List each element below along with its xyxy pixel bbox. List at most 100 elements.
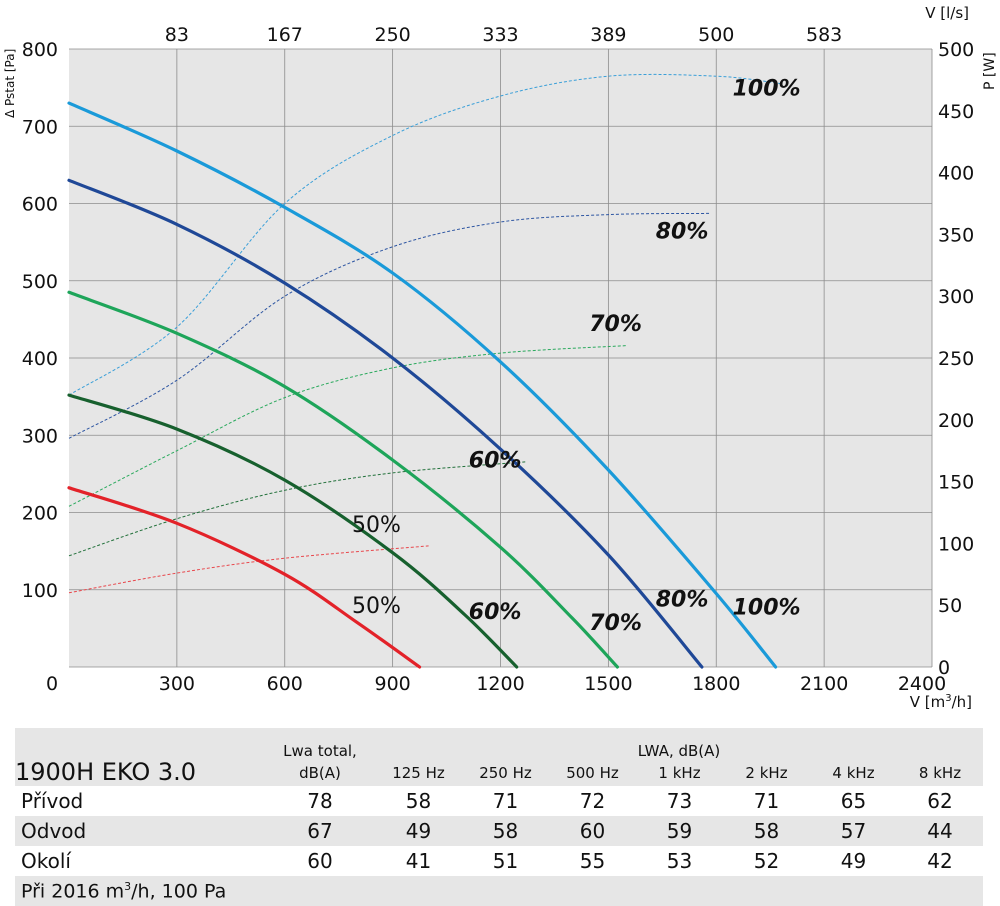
pressure-curve-label: 80% bbox=[656, 588, 709, 613]
row-name: Okolí bbox=[21, 849, 71, 873]
x-axis-title-main: V [m bbox=[910, 693, 946, 711]
pressure-curve-label: 50% bbox=[352, 594, 401, 619]
x2-tick-label: 167 bbox=[267, 24, 303, 46]
lwa-total-header-line1: Lwa total, bbox=[265, 728, 375, 760]
y-tick-label: 500 bbox=[22, 271, 58, 293]
pressure-curve-70pct bbox=[67, 290, 619, 669]
pressure-curve-label: 100% bbox=[733, 595, 801, 620]
x-tick-label: 1200 bbox=[476, 673, 524, 695]
y2-tick-label: 250 bbox=[938, 348, 974, 370]
lwa-total-header-line2: dB(A) bbox=[265, 760, 375, 786]
x2-axis-title: V [l/s] bbox=[925, 4, 969, 22]
pressure-curve-label: 60% bbox=[469, 600, 522, 625]
row-value: 49 bbox=[375, 816, 462, 846]
power-curve-80pct bbox=[68, 212, 710, 439]
row-value: 72 bbox=[579, 789, 606, 813]
x2-tick-label: 500 bbox=[698, 24, 734, 46]
pressure-curve-100pct bbox=[67, 101, 778, 669]
x-tick-label: 300 bbox=[159, 673, 195, 695]
y-tick-label: 200 bbox=[22, 503, 58, 525]
pressure-curves bbox=[67, 101, 778, 669]
row-value: 71 bbox=[753, 789, 780, 813]
fan-performance-chart: 0 300 600 900 1200 1500 1800 2100 2400 100 200 300 4… bbox=[3, 4, 998, 711]
x-tick-label: 900 bbox=[374, 673, 410, 695]
row-value: 62 bbox=[927, 789, 953, 813]
y2-axis-title: P [W] bbox=[982, 52, 998, 90]
y2-tick-label: 150 bbox=[938, 472, 974, 494]
y2-tick-label: 300 bbox=[938, 286, 974, 308]
x-axis-title: V [m3/h] bbox=[910, 693, 972, 711]
power-curve-70pct bbox=[68, 345, 627, 507]
pressure-curve-80pct bbox=[67, 178, 704, 669]
x-tick-label: 2100 bbox=[800, 673, 848, 695]
row-total: 67 bbox=[265, 816, 375, 846]
x-axis-title-end: /h] bbox=[952, 693, 972, 711]
row-value: 58 bbox=[723, 816, 810, 846]
axis-labels: 0 300 600 900 1200 1500 1800 2100 2400 100 200 300 4… bbox=[22, 24, 975, 695]
row-value: 65 bbox=[840, 789, 867, 813]
row-value: 58 bbox=[405, 789, 432, 813]
y2-tick-label: 50 bbox=[938, 595, 962, 617]
row-value: 59 bbox=[636, 816, 723, 846]
y-tick-label: 300 bbox=[22, 425, 58, 447]
x-tick-label: 1500 bbox=[584, 673, 632, 695]
x-tick-label: 1800 bbox=[692, 673, 740, 695]
x-axis-title-sup: 3 bbox=[945, 693, 951, 704]
row-value: 55 bbox=[579, 849, 606, 873]
power-curve-label: 60% bbox=[469, 449, 522, 474]
row-value: 52 bbox=[753, 849, 780, 873]
row-value: 44 bbox=[897, 816, 983, 846]
power-curve-label: 100% bbox=[733, 76, 801, 101]
row-value: 53 bbox=[666, 849, 693, 873]
note-prefix: Při 2016 m bbox=[21, 880, 125, 903]
table-note: Při 2016 m3/h, 100 Pa bbox=[15, 876, 983, 906]
lwa-header: LWA, dB(A) bbox=[375, 728, 983, 760]
row-total: 60 bbox=[307, 849, 333, 873]
power-curve-label: 70% bbox=[589, 312, 642, 337]
row-name: Odvod bbox=[15, 816, 265, 846]
table-row: Okolí 60 41 51 55 53 52 49 42 bbox=[15, 846, 983, 876]
row-value: 41 bbox=[405, 849, 432, 873]
y2-tick-label: 450 bbox=[938, 101, 974, 123]
band-header: 4 kHz bbox=[810, 760, 897, 786]
pressure-curve-label: 70% bbox=[589, 611, 642, 636]
row-value: 60 bbox=[549, 816, 636, 846]
band-header: 8 kHz bbox=[897, 760, 983, 786]
x2-tick-label: 83 bbox=[165, 24, 189, 46]
model-name: 1900H EKO 3.0 bbox=[15, 728, 265, 786]
row-name: Přívod bbox=[21, 789, 84, 813]
y-tick-label: 600 bbox=[22, 194, 58, 216]
band-header: 2 kHz bbox=[723, 760, 810, 786]
y2-tick-label: 100 bbox=[938, 533, 974, 555]
sound-power-table: 1900H EKO 3.0 Lwa total, LWA, dB(A) dB(A… bbox=[15, 728, 983, 906]
x2-tick-label: 389 bbox=[590, 24, 626, 46]
power-curve-50pct bbox=[68, 545, 429, 594]
note-suffix: /h, 100 Pa bbox=[131, 880, 227, 903]
row-value: 73 bbox=[666, 789, 693, 813]
x-tick-label: 2400 bbox=[898, 673, 946, 695]
power-curve-60pct bbox=[68, 461, 526, 557]
power-curve-label: 50% bbox=[352, 513, 401, 538]
y-axis-title: Δ Pstat [Pa] bbox=[3, 49, 17, 118]
y2-tick-label: 0 bbox=[938, 657, 950, 679]
band-header: 1 kHz bbox=[636, 760, 723, 786]
row-value: 71 bbox=[492, 789, 519, 813]
y-tick-label: 800 bbox=[22, 39, 58, 61]
power-curve-label: 80% bbox=[656, 219, 709, 244]
x-tick-label: 600 bbox=[267, 673, 303, 695]
y2-tick-label: 400 bbox=[938, 163, 974, 185]
pressure-curve-60pct bbox=[67, 393, 519, 669]
row-value: 58 bbox=[462, 816, 549, 846]
row-value: 51 bbox=[492, 849, 519, 873]
row-value: 57 bbox=[810, 816, 897, 846]
grid bbox=[69, 48, 933, 668]
x2-tick-label: 250 bbox=[374, 24, 410, 46]
x2-tick-label: 583 bbox=[806, 24, 842, 46]
row-value: 49 bbox=[840, 849, 867, 873]
x2-tick-label: 333 bbox=[482, 24, 518, 46]
power-curve-100pct bbox=[68, 73, 782, 396]
y-tick-label: 700 bbox=[22, 116, 58, 138]
band-header: 500 Hz bbox=[549, 760, 636, 786]
row-total: 78 bbox=[307, 789, 333, 813]
curve-labels: 100% 80% 70% 60% 50% 100% 80% 70% 60% 50% bbox=[352, 76, 801, 636]
